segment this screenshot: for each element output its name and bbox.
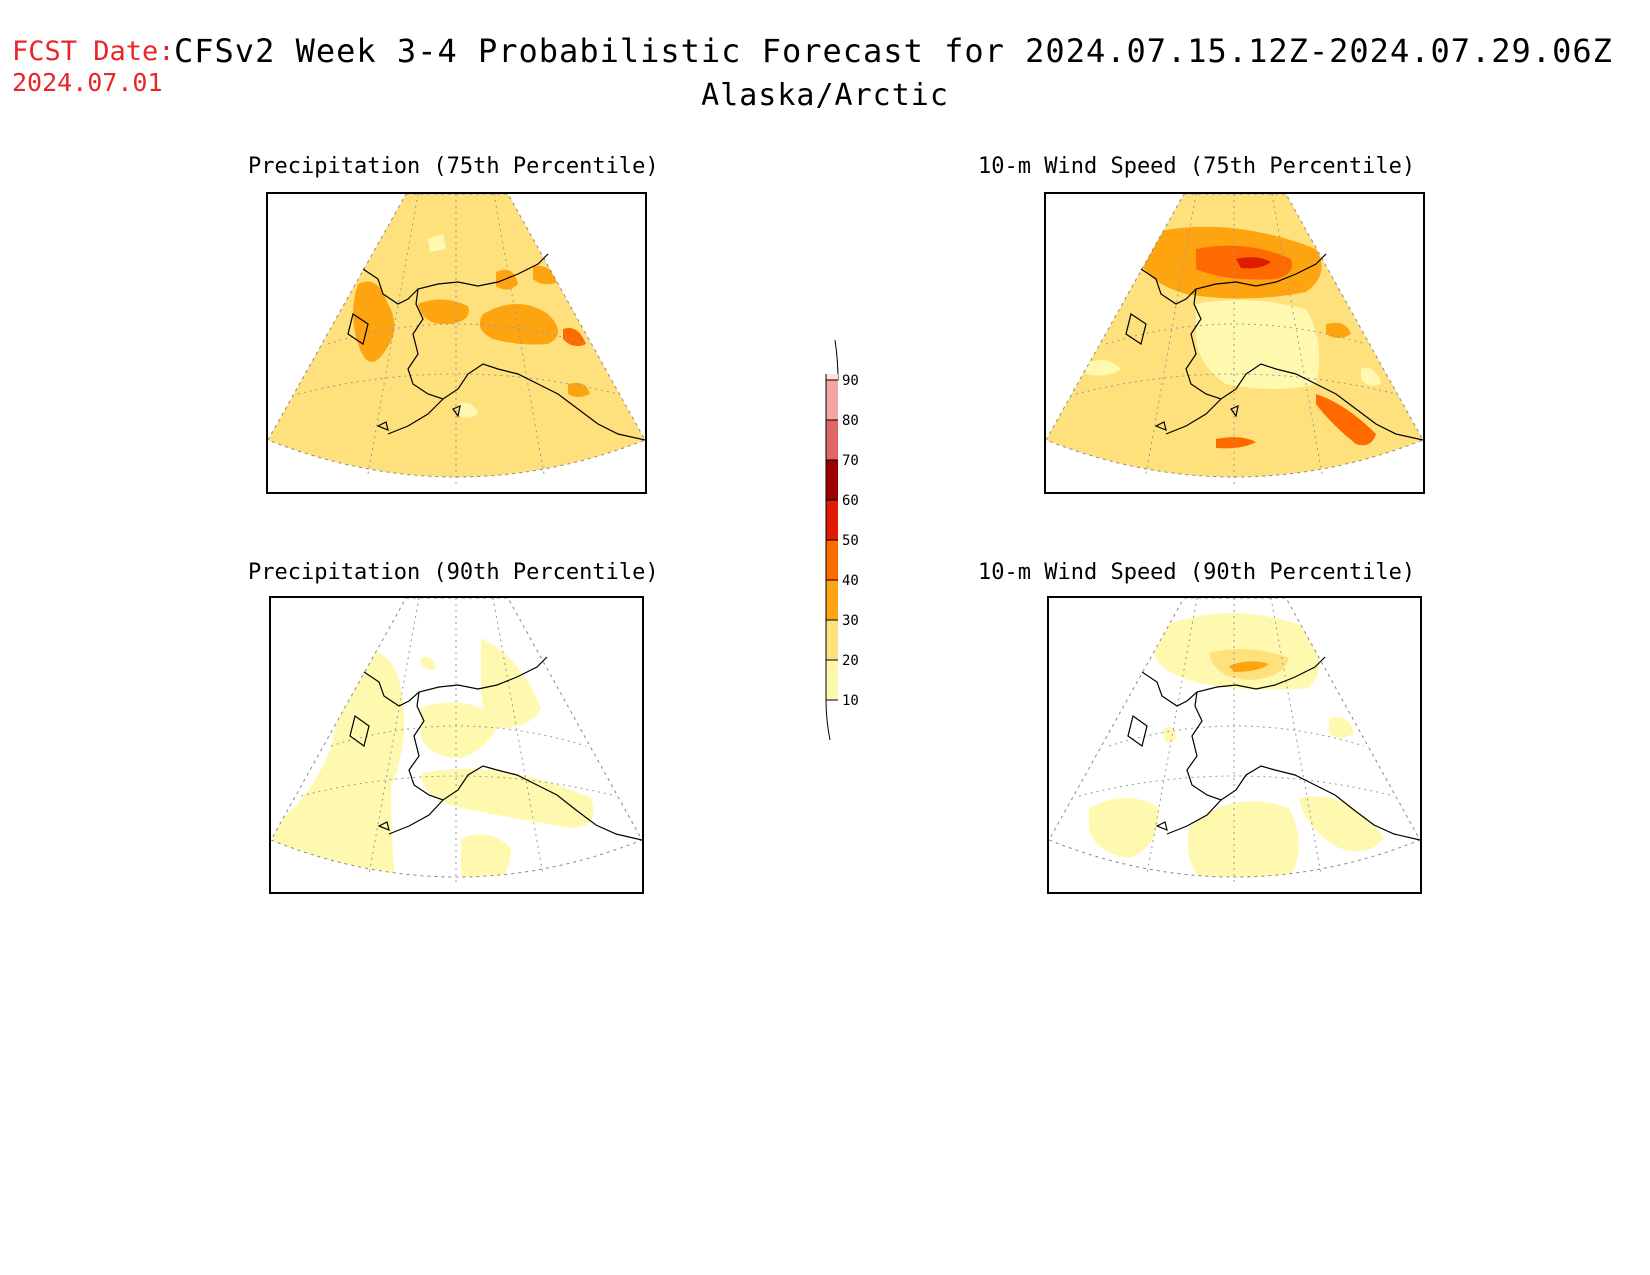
fcst-date-value: 2024.07.01 [12,68,163,97]
map-precip-75 [266,192,647,494]
map-wind-75 [1044,192,1425,494]
colorbar-segment-70 [826,420,838,460]
colorbar-label-70: 70 [842,453,859,469]
colorbar-segment-50 [826,500,838,540]
panel-title-precip-75: Precipitation (75th Percentile) [248,154,659,179]
colorbar-label-40: 40 [842,573,859,589]
colorbar-segment-80 [826,380,838,420]
colorbar-label-90: 90 [842,373,859,389]
colorbar-label-30: 30 [842,613,859,629]
panel-title-precip-90: Precipitation (90th Percentile) [248,560,659,585]
colorbar-segment-60 [826,460,838,500]
page-title: CFSv2 Week 3-4 Probabilistic Forecast fo… [174,32,1613,70]
colorbar-label-50: 50 [842,533,859,549]
colorbar-label-60: 60 [842,493,859,509]
colorbar-segment-20 [826,620,838,660]
colorbar: 10 20 30 40 50 60 70 80 90 [820,334,890,758]
colorbar-label-10: 10 [842,693,859,709]
fcst-date-label: FCST Date: [12,36,175,67]
colorbar-segment-30 [826,580,838,620]
panel-title-wind-90: 10-m Wind Speed (90th Percentile) [978,560,1416,585]
panel-title-wind-75: 10-m Wind Speed (75th Percentile) [978,154,1416,179]
region-subtitle: Alaska/Arctic [701,78,949,113]
colorbar-bottom-tip [825,699,838,741]
map-wind-90 [1047,596,1422,894]
colorbar-label-20: 20 [842,653,859,669]
map-precip-90 [269,596,644,894]
colorbar-svg: 10 20 30 40 50 60 70 80 90 [825,339,859,741]
colorbar-segment-90 [826,374,838,380]
colorbar-label-80: 80 [842,413,859,429]
colorbar-segment-10 [826,660,838,700]
colorbar-segment-40 [826,540,838,580]
